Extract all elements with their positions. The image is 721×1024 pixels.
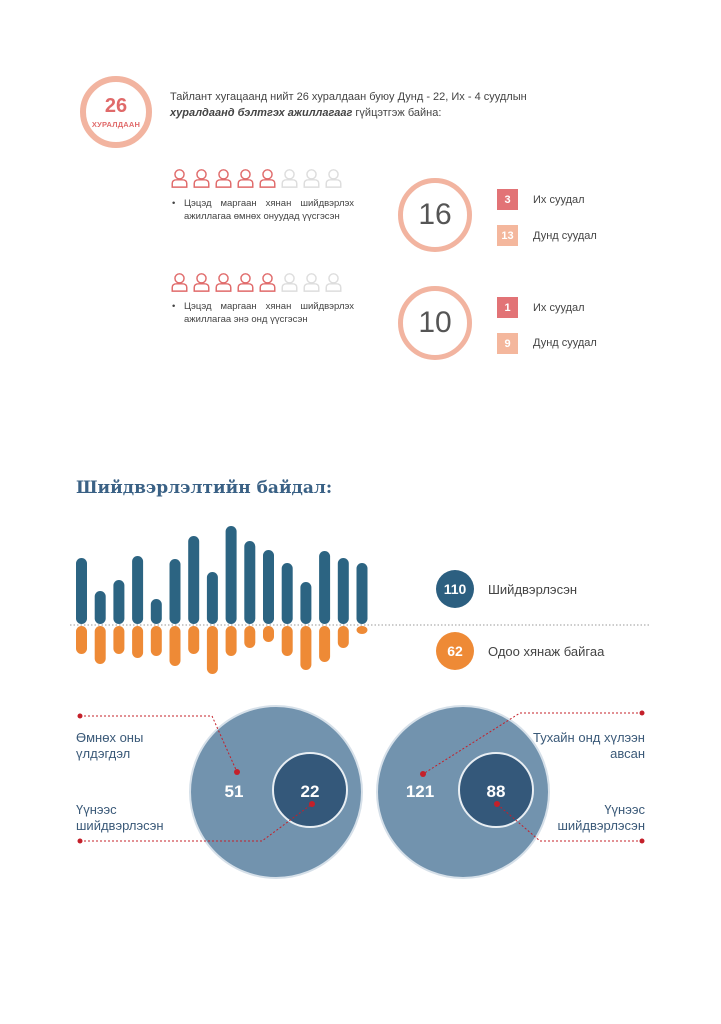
pending-bar bbox=[169, 626, 181, 666]
pending-bar bbox=[76, 626, 87, 654]
pending-bar bbox=[281, 626, 293, 656]
resolved-bar bbox=[76, 558, 87, 624]
group-note-1: Цэцэд маргаан хянан шийдвэрлэх ажиллагаа… bbox=[172, 197, 354, 223]
leader-dot bbox=[77, 838, 83, 844]
venn-outer-value-right: 121 bbox=[406, 782, 434, 801]
pending-bar bbox=[132, 626, 144, 658]
leader-dot bbox=[234, 769, 240, 775]
resolution-bar-chart bbox=[70, 526, 650, 674]
leader-dot bbox=[494, 801, 500, 807]
total-ring-2: 10 bbox=[398, 286, 472, 360]
resolved-bar bbox=[244, 541, 256, 624]
meetings-badge: 26 ХУРАЛДААН bbox=[80, 76, 152, 148]
resolved-bar bbox=[356, 563, 368, 624]
venn-diagrams: 51 22 121 88 bbox=[77, 705, 645, 879]
person-icon bbox=[303, 273, 320, 292]
resolved-bar bbox=[319, 551, 331, 624]
pending-bar bbox=[356, 626, 368, 634]
resolved-label: Шийдвэрлэсэн bbox=[488, 582, 578, 597]
venn-label-resolved-left: Үүнээс шийдвэрлэсэн bbox=[76, 802, 164, 833]
section-title: Шийдвэрлэлтийн байдал: bbox=[76, 478, 333, 498]
person-icon bbox=[281, 273, 298, 292]
resolved-bar bbox=[94, 591, 106, 624]
person-icon-highlighted bbox=[237, 273, 254, 292]
total-ring-1: 16 bbox=[398, 178, 472, 252]
pending-bar bbox=[188, 626, 200, 654]
person-icon bbox=[281, 169, 298, 188]
intro-line: Тайлант хугацаанд нийт 26 хуралдаан буюу… bbox=[170, 91, 527, 103]
person-icon bbox=[325, 169, 342, 188]
resolved-bar bbox=[337, 558, 349, 624]
pending-bar bbox=[319, 626, 331, 662]
high-court-label-2: Их суудал bbox=[533, 302, 585, 314]
person-icon-highlighted bbox=[215, 169, 232, 188]
leader-dot bbox=[420, 771, 426, 777]
leader-line-left-top bbox=[80, 715, 238, 773]
venn-inner-value-left: 22 bbox=[301, 782, 320, 801]
venn-inner-circle-left bbox=[272, 752, 348, 828]
high-court-label-1: Их суудал bbox=[533, 194, 585, 206]
venn-inner-circle-right bbox=[458, 752, 534, 828]
person-icon-highlighted bbox=[171, 273, 188, 292]
person-icon-highlighted bbox=[193, 273, 210, 292]
people-row-2 bbox=[170, 272, 343, 292]
resolved-bar bbox=[206, 572, 218, 624]
resolved-bar bbox=[188, 536, 200, 624]
pending-bar bbox=[113, 626, 125, 654]
pending-bar bbox=[206, 626, 218, 674]
venn-inner-value-right: 88 bbox=[487, 782, 506, 801]
person-icon-highlighted bbox=[259, 273, 276, 292]
venn-outer-value-left: 51 bbox=[225, 782, 244, 801]
resolved-bar bbox=[113, 580, 125, 624]
pending-label: Одоо хянаж байгаа bbox=[488, 644, 605, 659]
leader-line-right-bottom bbox=[496, 803, 642, 842]
resolved-count-circle: 110 bbox=[436, 570, 474, 608]
venn-label-resolved-right: Үүнээс шийдвэрлэсэн bbox=[557, 802, 645, 833]
person-icon-highlighted bbox=[215, 273, 232, 292]
intro-tail: гүйцэтгэж байна: bbox=[352, 107, 442, 119]
people-row-1 bbox=[170, 168, 343, 188]
person-icon-highlighted bbox=[171, 169, 188, 188]
venn-label-prev-balance: Өмнөх оны үлдэгдэл bbox=[76, 730, 144, 761]
resolved-bar bbox=[300, 582, 312, 624]
pending-bar bbox=[150, 626, 162, 656]
leader-dot bbox=[639, 710, 645, 716]
leader-dot bbox=[639, 838, 645, 844]
leader-line-left-bottom bbox=[80, 803, 313, 842]
resolved-bar bbox=[263, 550, 274, 624]
intro-bold: хуралдаанд бэлтгэх ажиллагааг bbox=[170, 107, 353, 119]
resolved-bar bbox=[132, 556, 144, 624]
person-icon-highlighted bbox=[237, 169, 254, 188]
pending-bar bbox=[225, 626, 237, 656]
pending-bar bbox=[263, 626, 274, 642]
resolved-bar bbox=[225, 526, 237, 624]
group-note-2: Цэцэд маргаан хянан шийдвэрлэх ажиллагаа… bbox=[172, 300, 354, 326]
pending-count-circle: 62 bbox=[436, 632, 474, 670]
resolved-bar bbox=[169, 559, 181, 624]
intro-text: Тайлант хугацаанд нийт 26 хуралдаан буюу… bbox=[170, 89, 590, 121]
person-icon-highlighted bbox=[259, 169, 276, 188]
resolved-bar bbox=[281, 563, 293, 624]
leader-dot bbox=[77, 713, 83, 719]
venn-label-received: Тухайн онд хүлээн авсан bbox=[533, 730, 645, 761]
person-icon bbox=[325, 273, 342, 292]
badge-number: 26 bbox=[104, 94, 128, 117]
high-court-count-1: 3 bbox=[497, 189, 518, 210]
leader-line-right-top bbox=[422, 712, 642, 775]
person-icon-highlighted bbox=[193, 169, 210, 188]
resolved-bar bbox=[150, 599, 162, 624]
mid-court-label-1: Дунд суудал bbox=[533, 230, 597, 242]
pending-bar bbox=[244, 626, 256, 648]
mid-court-count-1: 13 bbox=[497, 225, 518, 246]
person-icon bbox=[303, 169, 320, 188]
badge-label: ХУРАЛДААН bbox=[91, 119, 141, 129]
mid-court-label-2: Дунд суудал bbox=[533, 337, 597, 349]
high-court-count-2: 1 bbox=[497, 297, 518, 318]
mid-court-count-2: 9 bbox=[497, 333, 518, 354]
pending-bar bbox=[300, 626, 312, 670]
pending-bar bbox=[94, 626, 106, 664]
pending-bar bbox=[337, 626, 349, 648]
leader-dot bbox=[309, 801, 315, 807]
